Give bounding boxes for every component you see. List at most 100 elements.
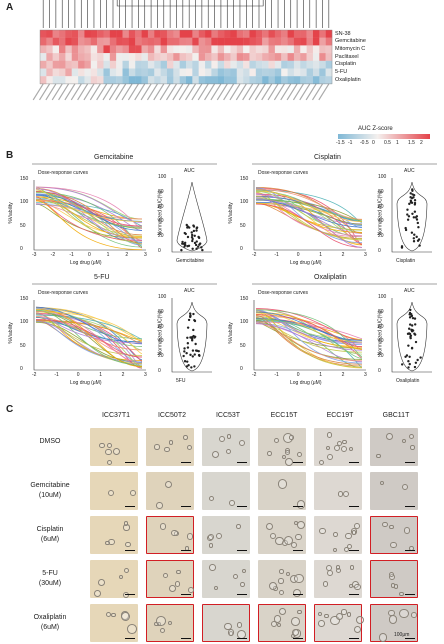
heatmap-cell: [109, 76, 117, 85]
heatmap-cell: [71, 53, 79, 61]
ylabel: %Viability: [7, 322, 14, 344]
scale-bar: [125, 505, 135, 507]
heatmap-cell: [59, 68, 66, 77]
organoid: [326, 454, 333, 460]
organoid: [274, 438, 280, 444]
column-label-mark: [242, 83, 254, 101]
organoid: [271, 620, 278, 628]
violin-point: [414, 361, 418, 364]
1: 20: [158, 353, 164, 360]
violin-point: [190, 366, 193, 369]
organoid: [226, 448, 232, 454]
heatmap-cell: [205, 76, 212, 85]
legend-tick-label: 2: [420, 140, 423, 146]
heatmap-cell: [65, 30, 72, 38]
heatmap-cell: [287, 53, 295, 61]
heatmap-cell: [293, 45, 301, 54]
violin-point: [186, 235, 190, 239]
column-label-mark: [39, 83, 51, 101]
1: -1: [274, 372, 279, 378]
organoid: [297, 451, 302, 457]
heatmap-cell: [40, 76, 47, 85]
organoid: [388, 571, 394, 578]
violin-point: [412, 240, 416, 243]
heatmap-cell: [255, 30, 263, 38]
2: 100: [20, 319, 29, 326]
heatmap-cell: [217, 60, 225, 69]
organoid: [382, 521, 388, 528]
column-label-mark: [146, 83, 158, 101]
organoid: [236, 621, 243, 628]
heatmap-cell: [147, 68, 155, 77]
heatmap-cell: [46, 76, 53, 85]
organoid: [107, 489, 115, 497]
organoid: [208, 543, 214, 548]
organoid: [292, 628, 300, 636]
organoid: [324, 613, 329, 619]
organoid: [227, 629, 235, 636]
heatmap-cell: [116, 30, 123, 38]
heatmap-cell: [268, 45, 276, 54]
column-label-mark: [292, 83, 304, 101]
heatmap-cell: [173, 30, 180, 38]
heatmap-cell: [40, 37, 47, 46]
scale-bar: [181, 461, 191, 463]
dose-response-curve: [255, 203, 363, 248]
heatmap-cell: [287, 37, 295, 46]
microscopy-image: [258, 472, 306, 510]
column-label-mark: [311, 83, 323, 101]
heatmap-row-label: SN-38: [335, 30, 351, 37]
heatmap-cell: [78, 45, 85, 54]
organoid: [346, 611, 352, 617]
column-label-mark: [318, 83, 330, 101]
scale-bar: [405, 637, 415, 639]
ylabel: %Viability: [227, 202, 234, 224]
dendrogram-branch: [131, 0, 133, 28]
dose-response-curve: [255, 322, 363, 362]
heatmap-cell: [154, 30, 161, 38]
organoid: [219, 436, 225, 443]
organoid: [111, 613, 116, 618]
organoid: [393, 584, 399, 590]
1: 50: [240, 222, 246, 229]
column-label-mark: [32, 83, 44, 101]
violin-point: [188, 312, 192, 315]
heatmap-cell: [211, 76, 218, 85]
heatmap-cell: [306, 37, 314, 46]
dose-response-curve: [255, 196, 363, 241]
column-header: ICC37T1: [101, 412, 130, 419]
dendrogram-branch: [258, 0, 260, 28]
heatmap-cell: [160, 37, 168, 46]
heatmap-cell: [141, 76, 149, 85]
heatmap-cell: [205, 60, 212, 69]
heatmap-cell: [243, 30, 250, 38]
organoid: [410, 445, 415, 450]
microscopy-image: [202, 472, 250, 510]
heatmap-cell: [46, 68, 53, 77]
column-label-mark: [58, 83, 70, 101]
microscopy-image: [90, 428, 138, 466]
heatmap-cell: [78, 68, 85, 77]
legend-tick-label: -1.5: [336, 140, 345, 146]
violin-point: [193, 365, 196, 368]
dose-response-subplot: [252, 163, 437, 253]
heatmap-cell: [274, 53, 282, 61]
organoid: [348, 583, 353, 588]
heatmap-cell: [166, 53, 174, 61]
auc_xlabel: Cisplatin: [396, 258, 416, 264]
violin-point: [198, 242, 202, 245]
heatmap-cell: [243, 37, 250, 46]
auc_xlabel: Gemcitabine: [176, 258, 205, 264]
heatmap-cell: [135, 30, 142, 38]
heatmap-cell: [116, 76, 123, 85]
heatmap-cell: [173, 76, 180, 85]
heatmap-cell: [236, 60, 244, 69]
heatmap-cell: [306, 53, 314, 61]
violin-point: [185, 365, 189, 368]
legend-tick-label: 1: [396, 140, 399, 146]
column-label-mark: [172, 83, 184, 101]
4: 1: [106, 252, 110, 258]
heatmap-cell: [243, 76, 250, 85]
violin-point: [406, 332, 410, 336]
microscopy-image: [146, 472, 194, 510]
